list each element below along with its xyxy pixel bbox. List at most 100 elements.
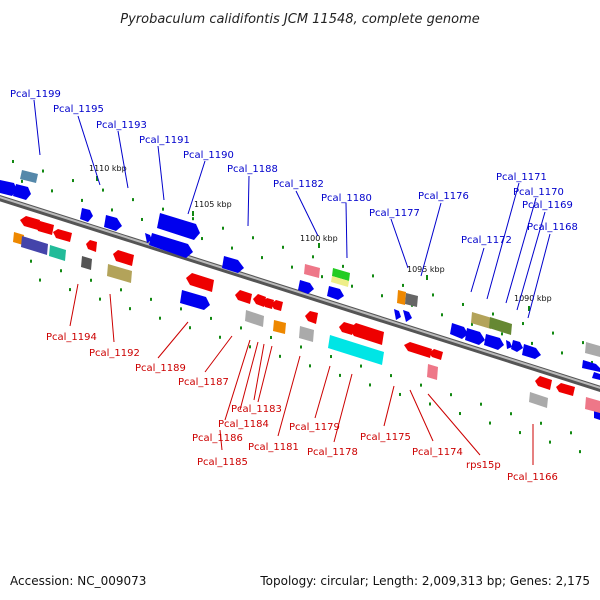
guide-dot [30, 259, 32, 263]
guide-dot [60, 269, 62, 273]
gene-pcal-1199[interactable] [20, 170, 38, 183]
gene-pcal-1189[interactable] [186, 273, 214, 292]
gene-pcal-1199b[interactable] [0, 180, 17, 196]
gene-pcal-1166[interactable] [535, 376, 552, 390]
label-pcal-1183[interactable]: Pcal_1183 [231, 404, 282, 415]
label-pcal-1171[interactable]: Pcal_1171 [496, 172, 547, 183]
scale-label-1105: 1105 kbp [194, 200, 232, 209]
gene-pcal-1191[interactable] [157, 213, 200, 240]
label-pcal-1172[interactable]: Pcal_1172 [461, 235, 512, 246]
label-pcal-1177[interactable]: Pcal_1177 [369, 208, 420, 219]
label-pcal-1190[interactable]: Pcal_1190 [183, 150, 234, 161]
guide-dot [519, 431, 521, 435]
feature-grey-5[interactable] [529, 392, 548, 408]
gene-pcal-1190[interactable] [149, 233, 193, 258]
guide-dot [180, 307, 182, 311]
gene-pcal-1177[interactable] [394, 309, 401, 320]
feature-green-1[interactable] [332, 268, 350, 281]
feature-olive-2[interactable] [471, 312, 492, 329]
label-pcal-1195[interactable]: Pcal_1195 [53, 104, 104, 115]
guide-dot [390, 374, 392, 378]
gene-pcal-1194b[interactable] [86, 240, 97, 252]
label-pcal-1168[interactable]: Pcal_1168 [527, 222, 578, 233]
feature-orange-2[interactable] [397, 290, 406, 305]
label-pcal-1188[interactable]: Pcal_1188 [227, 164, 278, 175]
label-pcal-1189[interactable]: Pcal_1189 [135, 363, 186, 374]
feature-teal[interactable] [49, 245, 66, 261]
feature-grey-3[interactable] [245, 310, 264, 327]
feature-orange-3[interactable] [273, 320, 286, 334]
label-pcal-1193[interactable]: Pcal_1193 [96, 120, 147, 131]
label-pcal-1184[interactable]: Pcal_1184 [218, 419, 269, 430]
label-pcal-1166[interactable]: Pcal_1166 [507, 472, 558, 483]
gene-pcal-1192[interactable] [113, 250, 134, 266]
feature-darkgreen[interactable] [489, 317, 512, 335]
feature-grey-4[interactable] [299, 326, 314, 342]
gene-pcal-1193[interactable] [104, 215, 122, 231]
gene-pcal-1195[interactable] [80, 208, 93, 222]
gene-pcal-1189-up[interactable] [180, 290, 210, 310]
feature-grey-2[interactable] [405, 293, 418, 307]
feature-orange-1[interactable] [13, 232, 24, 245]
gene-pcal-1165[interactable] [582, 360, 600, 372]
feature-pink-2[interactable] [427, 364, 438, 380]
feature-cyan[interactable] [328, 335, 384, 365]
feature-pink-3[interactable] [585, 397, 600, 413]
gene-pcal-1190b[interactable] [145, 233, 152, 243]
label-pcal-1170[interactable]: Pcal_1170 [513, 187, 564, 198]
gene-pcal-1168[interactable] [522, 344, 541, 359]
feature-yellow-1[interactable] [331, 276, 349, 287]
gene-pcal-1164[interactable] [592, 372, 600, 380]
gene-pcal-1197[interactable] [13, 184, 31, 200]
label-pcal-1186[interactable]: Pcal_1186 [192, 433, 243, 444]
gene-pcal-1196[interactable] [20, 216, 40, 230]
guide-dot [21, 179, 23, 183]
label-pcal-1191[interactable]: Pcal_1191 [139, 135, 190, 146]
guide-dot [90, 278, 92, 282]
gene-pcal-1174[interactable] [429, 349, 443, 360]
label-pcal-1180[interactable]: Pcal_1180 [321, 193, 372, 204]
gene-pcal-1166b[interactable] [556, 383, 575, 396]
gene-pcal-1175[interactable] [404, 342, 432, 358]
gene-pcal-1170[interactable] [484, 334, 504, 350]
label-pcal-1181[interactable]: Pcal_1181 [248, 442, 299, 453]
label-pcal-1182[interactable]: Pcal_1182 [273, 179, 324, 190]
gene-pcal-1171[interactable] [465, 328, 485, 345]
gene-pcal-1180[interactable] [327, 286, 344, 300]
gene-pcal-1169b[interactable] [506, 340, 512, 349]
gene-pcal-1181[interactable] [305, 311, 318, 324]
label-pcal-1175[interactable]: Pcal_1175 [360, 432, 411, 443]
guide-dot [150, 297, 152, 301]
feature-purple[interactable] [21, 236, 48, 255]
label-pcal-1194[interactable]: Pcal_1194 [46, 332, 97, 343]
gene-pcal-1187[interactable] [235, 290, 252, 304]
label-pcal-1187[interactable]: Pcal_1187 [178, 377, 229, 388]
feature-olive-1[interactable] [107, 264, 132, 283]
feature-pink-1[interactable] [304, 264, 320, 278]
gene-pcal-1194[interactable] [53, 229, 72, 242]
feature-grey-6[interactable] [585, 342, 600, 357]
gene-pcal-1184[interactable] [271, 300, 283, 311]
label-pcal-1199[interactable]: Pcal_1199 [10, 89, 61, 100]
feature-grey-1[interactable] [81, 256, 92, 270]
gene-pcal-1172[interactable] [450, 323, 468, 339]
label-pcal-1169[interactable]: Pcal_1169 [522, 200, 573, 211]
gene-pcal-1176[interactable] [403, 310, 412, 322]
guide-dot [489, 421, 491, 425]
gene-pcal-1186[interactable] [253, 294, 266, 307]
gene-pcal-1195r[interactable] [36, 221, 54, 235]
gene-pcal-1185[interactable] [262, 298, 274, 309]
gene-pcal-1178[interactable] [349, 323, 384, 345]
gene-pcal-1188[interactable] [222, 256, 244, 273]
label-pcal-1179[interactable]: Pcal_1179 [289, 422, 340, 433]
label-pcal-1192[interactable]: Pcal_1192 [89, 348, 140, 359]
label-pcal-1178[interactable]: Pcal_1178 [307, 447, 358, 458]
label-pcal-1185[interactable]: Pcal_1185 [197, 457, 248, 468]
label-pcal-1176[interactable]: Pcal_1176 [418, 191, 469, 202]
label-rps15p[interactable]: rps15p [466, 460, 501, 471]
gene-pcal-1179[interactable] [339, 322, 354, 335]
label-pcal-1174[interactable]: Pcal_1174 [412, 447, 463, 458]
gene-pcal-1169[interactable] [511, 340, 523, 352]
gene-pcal-1182[interactable] [298, 280, 314, 294]
